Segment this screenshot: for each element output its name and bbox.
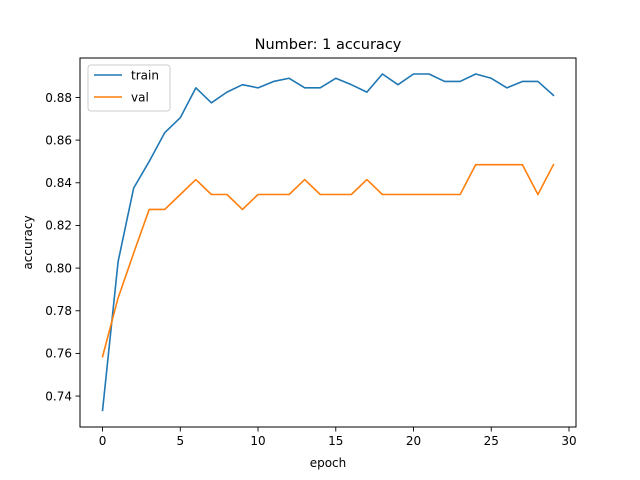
plot-area — [79, 57, 577, 428]
y-tick-label: 0.80 — [45, 261, 72, 275]
x-axis-label: epoch — [310, 456, 347, 470]
y-tick-label: 0.76 — [45, 347, 72, 361]
series-line-val — [101, 163, 555, 358]
y-tick-label: 0.86 — [45, 133, 72, 147]
chart-title: Number: 1 accuracy — [255, 37, 402, 53]
axes-frame — [79, 57, 577, 428]
series-layer — [101, 73, 555, 412]
y-axis-label: accuracy — [21, 215, 35, 269]
x-axis-ticks: 0 5 10 15 20 25 30 — [99, 427, 577, 448]
x-tick-label: 30 — [561, 434, 576, 448]
x-tick-label: 5 — [176, 434, 184, 448]
legend: train val — [87, 64, 171, 112]
legend-box — [87, 64, 171, 112]
legend-label-val: val — [131, 91, 149, 105]
x-tick-label: 20 — [406, 434, 421, 448]
y-axis-ticks: 0.74 0.76 0.78 0.80 0.82 0.84 0.86 0.88 — [45, 91, 80, 403]
x-tick-label: 10 — [250, 434, 265, 448]
y-tick-label: 0.74 — [45, 389, 72, 403]
series-line-train — [101, 73, 555, 412]
y-tick-label: 0.82 — [45, 219, 72, 233]
legend-label-train: train — [131, 69, 159, 83]
y-tick-label: 0.88 — [45, 91, 72, 105]
x-tick-label: 0 — [99, 434, 107, 448]
y-tick-label: 0.84 — [45, 176, 72, 190]
y-tick-label: 0.78 — [45, 304, 72, 318]
x-tick-label: 15 — [328, 434, 343, 448]
x-tick-label: 25 — [484, 434, 499, 448]
